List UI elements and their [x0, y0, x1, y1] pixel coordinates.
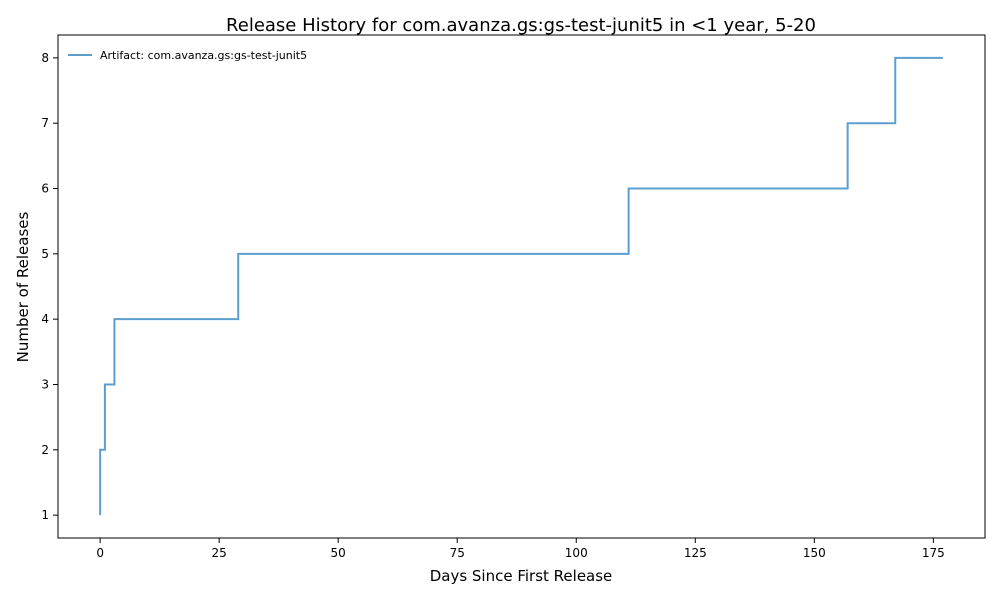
series-group [99, 56, 943, 516]
x-tick-label: 50 [331, 546, 346, 560]
x-tick-label: 100 [565, 546, 588, 560]
y-tick-label: 7 [41, 116, 49, 130]
y-tick-label: 4 [41, 312, 49, 326]
x-axis-ticks: 0 25 50 75 100 125 150 175 [96, 538, 945, 560]
series-line [99, 56, 943, 516]
legend: Artifact: com.avanza.gs:gs-test-junit5 [68, 49, 307, 62]
y-tick-label: 8 [41, 51, 49, 65]
x-tick-label: 150 [803, 546, 826, 560]
y-tick-label: 5 [41, 247, 49, 261]
x-tick-label: 75 [450, 546, 465, 560]
y-axis-label: Number of Releases [14, 211, 32, 362]
y-tick-label: 3 [41, 377, 49, 391]
x-tick-label: 175 [922, 546, 945, 560]
chart-title: Release History for com.avanza.gs:gs-tes… [226, 15, 816, 36]
y-tick-label: 2 [41, 443, 49, 457]
y-tick-label: 1 [41, 508, 49, 522]
legend-label: Artifact: com.avanza.gs:gs-test-junit5 [100, 49, 307, 62]
x-tick-label: 0 [96, 546, 104, 560]
y-tick-label: 6 [41, 182, 49, 196]
x-tick-label: 25 [212, 546, 227, 560]
x-tick-label: 125 [684, 546, 707, 560]
plot-area-frame [57, 34, 986, 539]
y-axis-ticks: 1 2 3 4 5 6 7 8 [41, 51, 58, 522]
x-axis-label: Days Since First Release [430, 567, 613, 585]
